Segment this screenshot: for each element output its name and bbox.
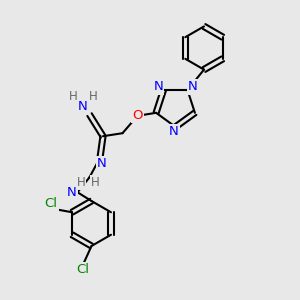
Text: H: H [77, 176, 85, 189]
Text: N: N [188, 80, 197, 94]
Text: N: N [154, 80, 163, 94]
Text: Cl: Cl [76, 262, 89, 276]
Text: O: O [132, 109, 143, 122]
Text: H: H [91, 176, 100, 189]
Text: H: H [69, 89, 77, 103]
Text: N: N [67, 186, 77, 200]
Text: N: N [97, 157, 106, 170]
Text: Cl: Cl [44, 197, 58, 210]
Text: N: N [169, 125, 179, 139]
Text: H: H [89, 89, 98, 103]
Text: N: N [78, 100, 88, 113]
